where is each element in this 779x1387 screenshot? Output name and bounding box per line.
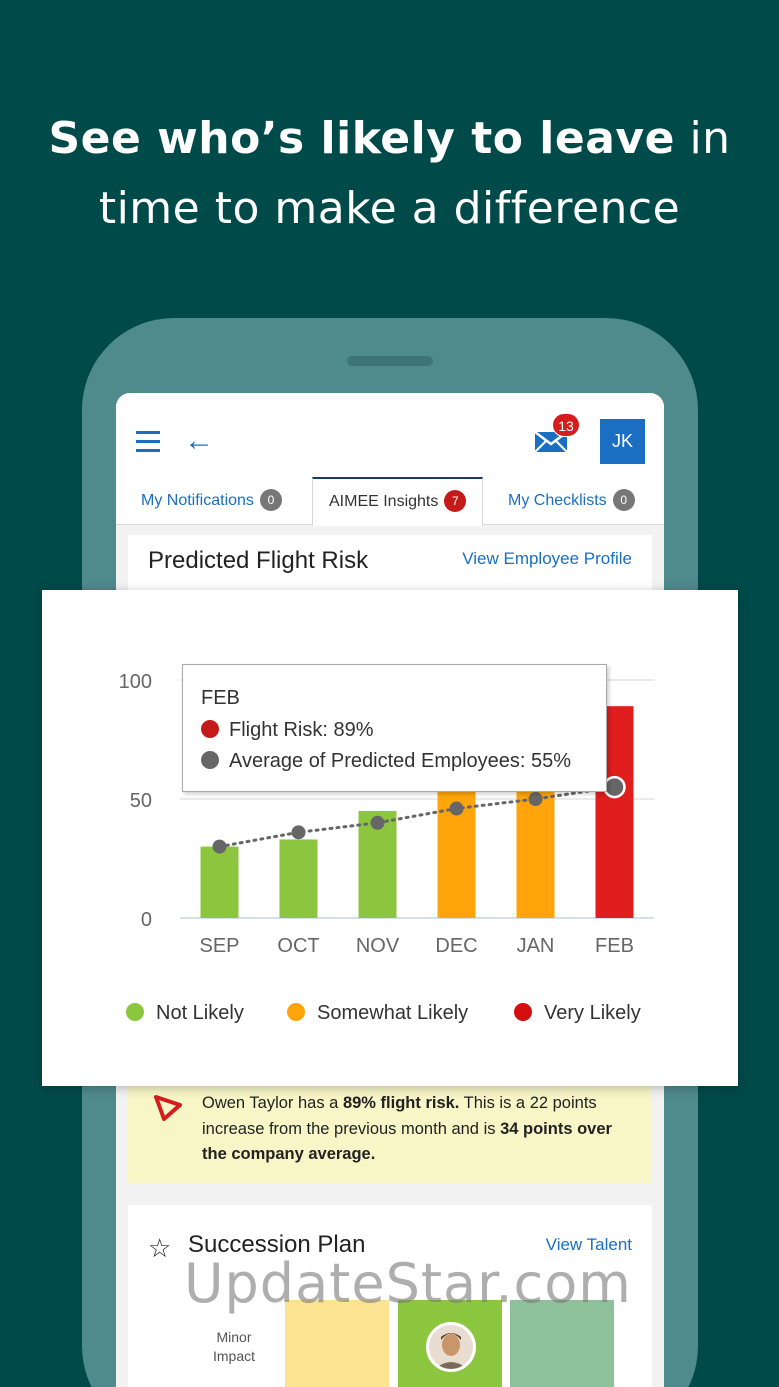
x-tick-label: OCT: [277, 935, 319, 957]
bar[interactable]: [200, 846, 239, 918]
x-tick-label: SEP: [199, 935, 239, 957]
grid-cell[interactable]: [285, 1300, 389, 1387]
card-title: Predicted Flight Risk: [148, 547, 369, 574]
average-point[interactable]: [449, 801, 464, 816]
y-tick-label: 0: [141, 909, 152, 931]
chart-card: 0 50 100 SEP OCT NOV DEC JAN FEB FEB Flight Risk…: [42, 590, 738, 1086]
person-photo-icon: [429, 1325, 473, 1369]
green-dot-icon: [126, 1003, 144, 1021]
x-tick-label: FEB: [595, 935, 634, 957]
succession-title: Succession Plan: [188, 1231, 366, 1258]
top-bar: ← 13 JK: [116, 393, 664, 477]
insight-box: Owen Taylor has a 89% flight risk. This …: [128, 1083, 652, 1183]
employee-avatar[interactable]: [426, 1322, 476, 1372]
grid-cell[interactable]: [510, 1300, 614, 1387]
star-icon: ☆: [148, 1233, 172, 1263]
orange-dot-icon: [287, 1003, 305, 1021]
tab-bar: My Notifications 0 AIMEE Insights 7 My Che…: [116, 477, 664, 526]
x-tick-label: JAN: [517, 935, 555, 957]
average-point[interactable]: [212, 839, 227, 854]
user-avatar[interactable]: JK: [600, 419, 645, 464]
legend-very-likely[interactable]: Very Likely: [514, 1002, 641, 1025]
tooltip-title: FEB: [201, 687, 240, 709]
y-tick-label: 100: [119, 671, 152, 693]
legend-somewhat-likely[interactable]: Somewhat Likely: [287, 1002, 468, 1025]
x-tick-label: DEC: [435, 935, 477, 957]
insights-count-badge: 7: [444, 490, 467, 512]
y-tick-label: 50: [130, 790, 152, 812]
headline-line-1: See who’s likely to leave in: [48, 113, 731, 164]
menu-icon[interactable]: [136, 431, 160, 453]
chart-legend: Not Likely Somewhat Likely Very Likely: [126, 1002, 726, 1032]
tooltip-flight-risk: Flight Risk: 89%: [201, 719, 374, 742]
average-point[interactable]: [370, 815, 385, 830]
insight-text: Owen Taylor has a 89% flight risk. This …: [202, 1094, 612, 1163]
view-employee-profile-link[interactable]: View Employee Profile: [462, 549, 632, 568]
bar[interactable]: [279, 839, 318, 918]
headline: See who’s likely to leave in time to mak…: [0, 104, 779, 244]
x-tick-label: NOV: [356, 935, 400, 957]
tab-aimee-insights[interactable]: AIMEE Insights 7: [312, 477, 484, 526]
aimee-logo-icon: [154, 1095, 182, 1121]
average-point[interactable]: [528, 792, 543, 806]
headline-line-2: time to make a difference: [98, 183, 681, 234]
average-point[interactable]: [603, 775, 626, 799]
chart-tooltip: FEB Flight Risk: 89% Average of Predicte…: [182, 664, 607, 792]
back-arrow-icon[interactable]: ←: [184, 424, 214, 457]
notifications-count-badge: 0: [259, 489, 282, 511]
succession-plan-card: ☆ Succession Plan View Talent Minor Impa…: [128, 1205, 652, 1387]
checklists-count-badge: 0: [612, 489, 635, 511]
mail-icon[interactable]: [534, 431, 568, 453]
red-dot-icon: [201, 720, 219, 738]
tab-my-checklists[interactable]: My Checklists 0: [508, 477, 635, 525]
average-line: [218, 785, 616, 849]
watermark: UpdateStar.com: [184, 1252, 632, 1315]
gray-dot-icon: [201, 751, 219, 769]
red-dot-icon: [514, 1003, 532, 1021]
average-point[interactable]: [291, 825, 306, 840]
impact-label: Minor Impact: [212, 1329, 255, 1364]
legend-not-likely[interactable]: Not Likely: [126, 1002, 244, 1025]
tooltip-average: Average of Predicted Employees: 55%: [201, 750, 571, 773]
grid-cell[interactable]: [398, 1300, 502, 1387]
phone-speaker: [347, 356, 433, 366]
view-talent-link[interactable]: View Talent: [545, 1235, 632, 1254]
mail-count-badge: 13: [552, 413, 580, 437]
tab-my-notifications[interactable]: My Notifications 0: [141, 477, 282, 525]
